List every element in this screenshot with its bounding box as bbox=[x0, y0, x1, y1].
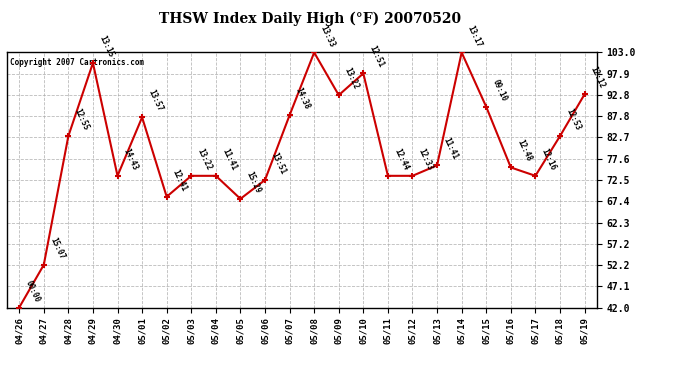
Text: 12:48: 12:48 bbox=[515, 138, 533, 163]
Text: 15:07: 15:07 bbox=[48, 236, 66, 261]
Text: 12:44: 12:44 bbox=[392, 147, 410, 172]
Text: THSW Index Daily High (°F) 20070520: THSW Index Daily High (°F) 20070520 bbox=[159, 11, 462, 26]
Text: 13:15: 13:15 bbox=[97, 34, 115, 59]
Text: 13:17: 13:17 bbox=[466, 24, 484, 48]
Text: 14:43: 14:43 bbox=[121, 147, 139, 172]
Text: 12:53: 12:53 bbox=[564, 107, 582, 132]
Text: 00:00: 00:00 bbox=[23, 279, 41, 303]
Text: 11:41: 11:41 bbox=[220, 147, 238, 172]
Text: 09:10: 09:10 bbox=[491, 78, 509, 103]
Text: 13:22: 13:22 bbox=[195, 147, 213, 172]
Text: 12:55: 12:55 bbox=[72, 107, 90, 132]
Text: 12:33: 12:33 bbox=[417, 147, 435, 172]
Text: 15:29: 15:29 bbox=[244, 170, 262, 195]
Text: Copyright 2007 Cartronics.com: Copyright 2007 Cartronics.com bbox=[10, 58, 144, 67]
Text: 11:41: 11:41 bbox=[441, 136, 459, 161]
Text: 13:57: 13:57 bbox=[146, 88, 164, 113]
Text: 12:51: 12:51 bbox=[368, 45, 386, 69]
Text: 13:22: 13:22 bbox=[343, 66, 361, 91]
Text: 13:33: 13:33 bbox=[318, 24, 336, 48]
Text: 12:12: 12:12 bbox=[589, 65, 607, 90]
Text: 13:51: 13:51 bbox=[269, 151, 287, 176]
Text: 12:41: 12:41 bbox=[171, 168, 189, 192]
Text: 14:38: 14:38 bbox=[294, 86, 312, 111]
Text: 12:16: 12:16 bbox=[540, 147, 558, 172]
